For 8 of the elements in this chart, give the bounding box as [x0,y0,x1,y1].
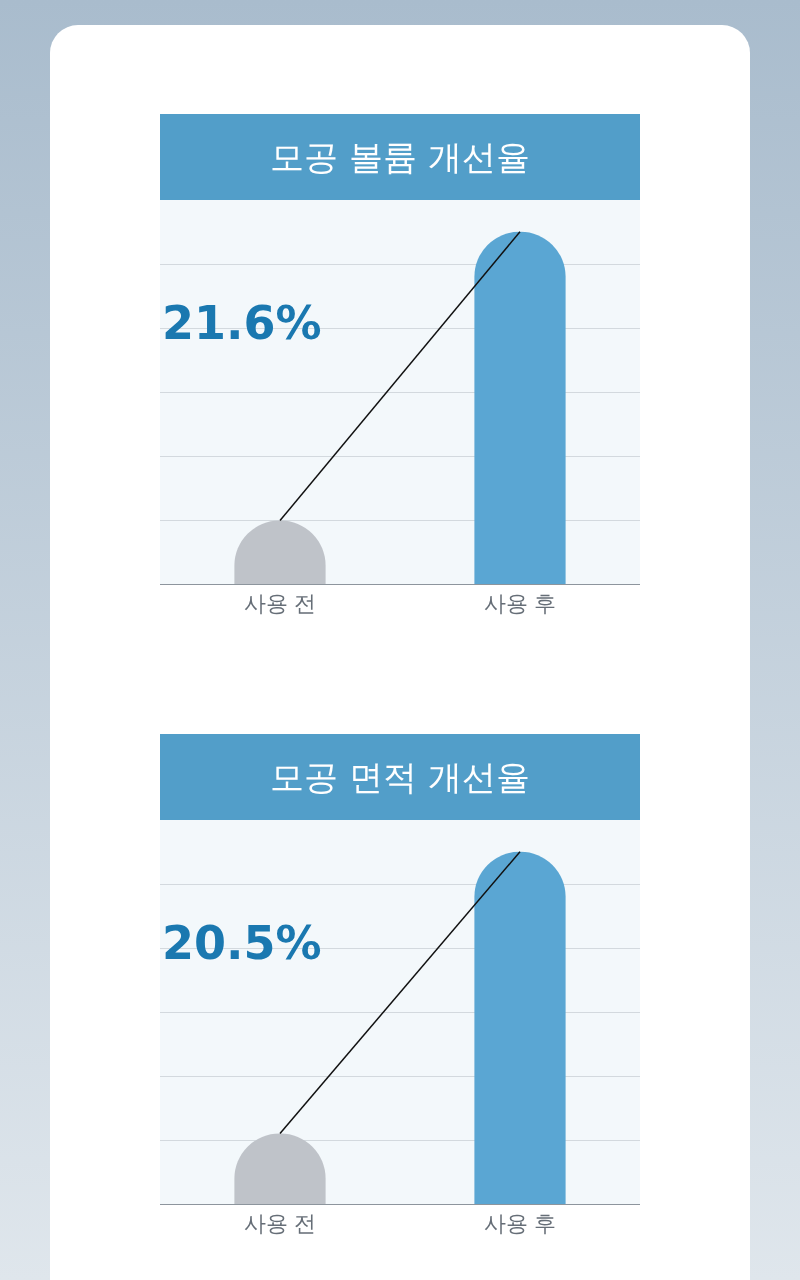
x-tick-label: 사용 후 [483,591,557,617]
annotation: 21.6% [162,296,322,350]
chart-title: 모공 면적 개선율 [270,756,530,797]
chart-title: 모공 볼륨 개선율 [270,136,530,177]
annotation: 20.5% [162,916,322,970]
x-tick-label: 사용 전 [243,1211,317,1237]
x-tick-label: 사용 후 [483,1211,557,1237]
x-tick-label: 사용 전 [243,591,317,617]
